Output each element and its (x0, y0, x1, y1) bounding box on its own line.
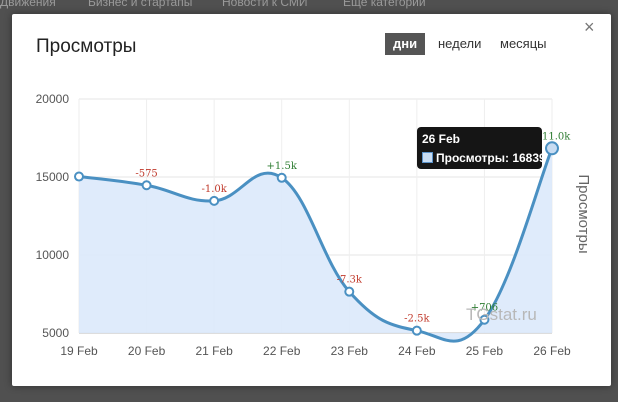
data-labels: -575 -1.0k +1.5k -7.3k -2.5k +706 +11.0k (135, 131, 571, 324)
data-point[interactable] (344, 286, 355, 297)
views-modal: Просмотры × дни недели месяцы 5000 10000 1… (12, 14, 611, 386)
tooltip-row: Просмотры: 16839 (422, 151, 546, 165)
y-axis-ticks: 5000 10000 15000 20000 (36, 92, 70, 340)
data-label: -2.5k (404, 314, 430, 325)
x-axis-ticks: 19 Feb 20 Feb 21 Feb 22 Feb 23 Feb 24 Feb 25 F… (60, 344, 571, 358)
x-tick-label: 23 Feb (331, 344, 369, 358)
background-nav-item[interactable]: Бизнес и стартапы (88, 0, 193, 9)
y-tick-label: 20000 (36, 92, 70, 106)
chart-tooltip: 26 Feb Просмотры: 16839 (417, 127, 546, 169)
x-tick-label: 20 Feb (128, 344, 166, 358)
data-point[interactable] (411, 325, 422, 336)
series-swatch-icon (422, 152, 433, 163)
x-tick-label: 26 Feb (533, 344, 571, 358)
period-weeks-button[interactable]: недели (438, 36, 482, 51)
x-tick-label: 19 Feb (60, 344, 98, 358)
background-nav-item[interactable]: Новости к СМИ (222, 0, 308, 9)
x-tick-label: 25 Feb (466, 344, 504, 358)
data-point[interactable] (479, 314, 490, 325)
data-point[interactable] (209, 195, 220, 206)
data-label: -1.0k (201, 184, 227, 195)
data-point[interactable] (74, 171, 84, 182)
data-label: -7.3k (337, 275, 363, 286)
data-label: +1.5k (267, 161, 298, 172)
period-days-button[interactable]: дни (385, 33, 426, 55)
watermark: TGstat.ru (466, 305, 537, 324)
data-label: +11.0k (534, 131, 572, 142)
modal-title: Просмотры (36, 36, 137, 57)
y-tick-label: 15000 (36, 170, 70, 184)
data-label: +706 (471, 303, 498, 314)
y-tick-label: 5000 (42, 326, 69, 340)
series-area (79, 148, 552, 342)
series-points (74, 141, 559, 336)
data-point[interactable] (545, 141, 559, 156)
y-tick-label: 10000 (36, 248, 70, 262)
close-button[interactable]: × (584, 17, 595, 37)
x-tick-label: 22 Feb (263, 344, 301, 358)
x-tick-label: 21 Feb (195, 344, 233, 358)
tooltip-title: 26 Feb (422, 132, 461, 146)
background-nav-item[interactable]: Движения (0, 0, 56, 9)
tooltip-value: Просмотры: 16839 (436, 151, 546, 165)
x-tick-label: 24 Feb (398, 344, 436, 358)
views-chart: 5000 10000 15000 20000 19 Feb 20 Feb 21 Feb 22… (36, 92, 592, 358)
background-nav-item[interactable]: Еще категории (343, 0, 426, 9)
background-nav: Движения Бизнес и стартапы Новости к СМИ… (0, 0, 618, 12)
data-point[interactable] (141, 180, 152, 191)
data-point[interactable] (276, 172, 287, 183)
data-label: -575 (135, 168, 157, 179)
period-months-button[interactable]: месяцы (500, 36, 547, 51)
y-axis-title: Просмотры (575, 174, 592, 253)
